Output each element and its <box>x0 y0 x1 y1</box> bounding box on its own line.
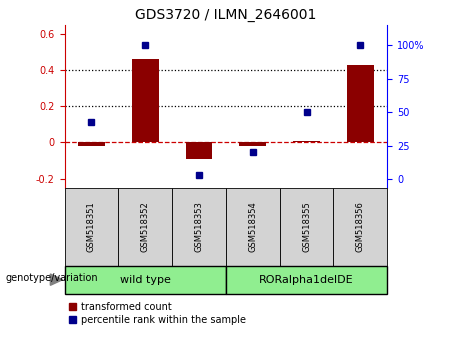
Text: GSM518352: GSM518352 <box>141 201 150 252</box>
Bar <box>280 188 333 266</box>
Bar <box>132 59 159 142</box>
Bar <box>65 266 226 294</box>
Title: GDS3720 / ILMN_2646001: GDS3720 / ILMN_2646001 <box>135 8 317 22</box>
Text: GSM518351: GSM518351 <box>87 201 96 252</box>
Bar <box>347 64 374 142</box>
Bar <box>118 188 172 266</box>
Polygon shape <box>50 274 63 285</box>
Text: GSM518356: GSM518356 <box>356 201 365 252</box>
Bar <box>333 188 387 266</box>
Text: GSM518354: GSM518354 <box>248 201 257 252</box>
Text: GSM518355: GSM518355 <box>302 201 311 252</box>
Bar <box>65 188 118 266</box>
Legend: transformed count, percentile rank within the sample: transformed count, percentile rank withi… <box>70 302 246 325</box>
Text: GSM518353: GSM518353 <box>195 201 203 252</box>
Bar <box>239 142 266 146</box>
Bar <box>185 142 213 159</box>
Bar <box>226 188 280 266</box>
Bar <box>226 266 387 294</box>
Bar <box>78 142 105 146</box>
Bar <box>172 188 226 266</box>
Bar <box>293 141 320 142</box>
Text: genotype/variation: genotype/variation <box>5 273 98 283</box>
Text: wild type: wild type <box>120 275 171 285</box>
Text: RORalpha1delDE: RORalpha1delDE <box>259 275 354 285</box>
